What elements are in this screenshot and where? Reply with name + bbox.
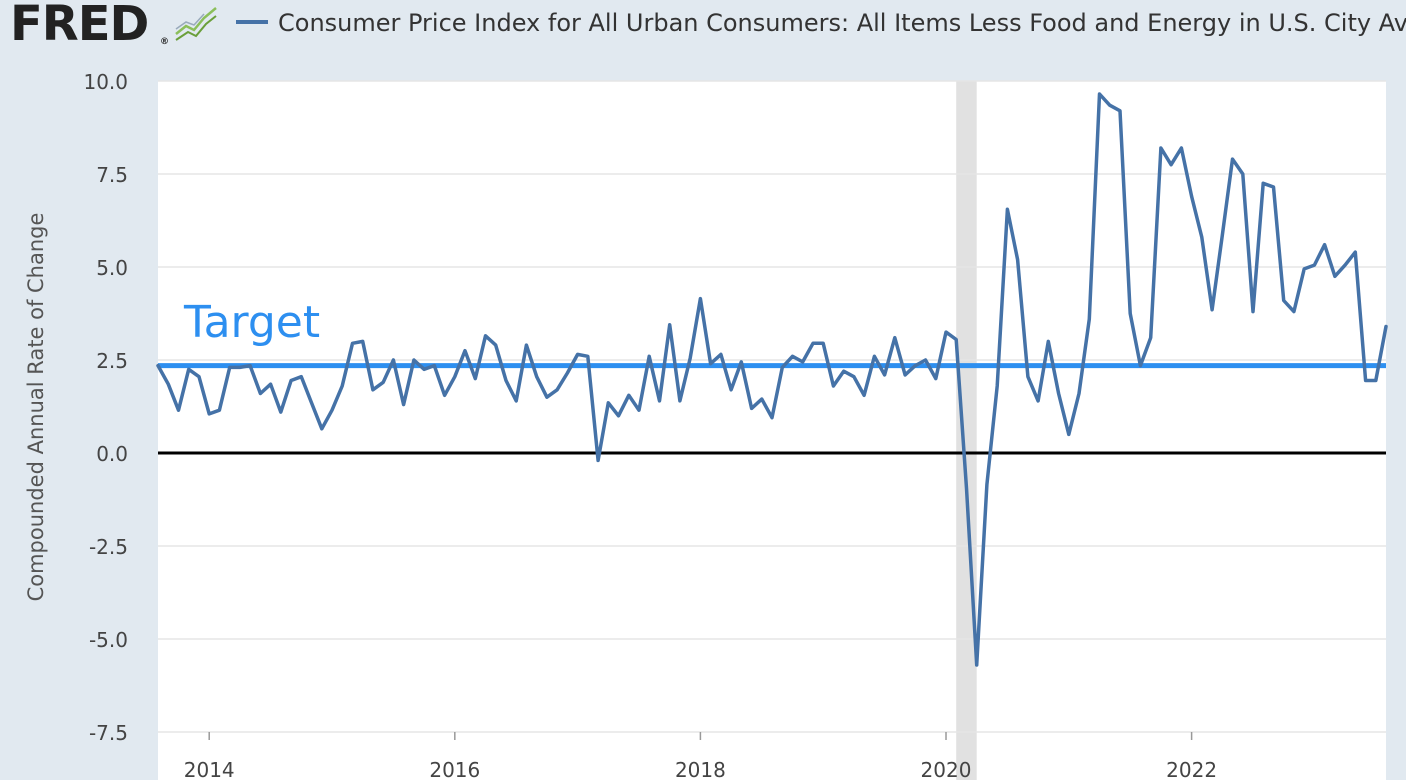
y-axis-ticks: 10.0 7.5 5.0 2.5 0.0 -2.5 -5.0 -7.5 bbox=[83, 70, 128, 745]
recession-shade bbox=[956, 81, 977, 780]
y-tick-label: -2.5 bbox=[89, 535, 128, 559]
x-tick-label: 2020 bbox=[921, 758, 972, 780]
y-tick-label: 0.0 bbox=[96, 442, 128, 466]
fred-logo[interactable]: FRED ® bbox=[10, 0, 218, 52]
series-group bbox=[156, 92, 1388, 667]
y-axis-label: Compounded Annual Rate of Change bbox=[24, 213, 48, 602]
chart-legend: Consumer Price Index for All Urban Consu… bbox=[236, 9, 1406, 37]
target-annotation: Target bbox=[183, 297, 320, 348]
y-tick-label: 2.5 bbox=[96, 349, 128, 373]
x-tick-label: 2016 bbox=[429, 758, 480, 780]
y-tick-label: -7.5 bbox=[89, 721, 128, 745]
registered-mark: ® bbox=[160, 37, 169, 47]
chart-title: Consumer Price Index for All Urban Consu… bbox=[278, 9, 1406, 37]
gridlines bbox=[158, 80, 1386, 733]
y-tick-label: 7.5 bbox=[96, 163, 128, 187]
fred-logo-text: FRED bbox=[10, 0, 148, 52]
y-tick-label: 5.0 bbox=[96, 256, 128, 280]
x-tick-label: 2018 bbox=[675, 758, 726, 780]
reference-lines bbox=[158, 363, 1386, 455]
y-tick-label: 10.0 bbox=[83, 70, 128, 94]
x-tick-label: 2022 bbox=[1166, 758, 1217, 780]
x-tick-label: 2014 bbox=[184, 758, 235, 780]
fred-chart-icon bbox=[174, 4, 218, 42]
recession-band bbox=[956, 81, 977, 780]
series-line bbox=[156, 92, 1388, 667]
x-axis-ticks: 2014 2016 2018 2020 2022 bbox=[184, 732, 1217, 780]
plot-area bbox=[158, 81, 1386, 780]
y-tick-label: -5.0 bbox=[89, 628, 128, 652]
